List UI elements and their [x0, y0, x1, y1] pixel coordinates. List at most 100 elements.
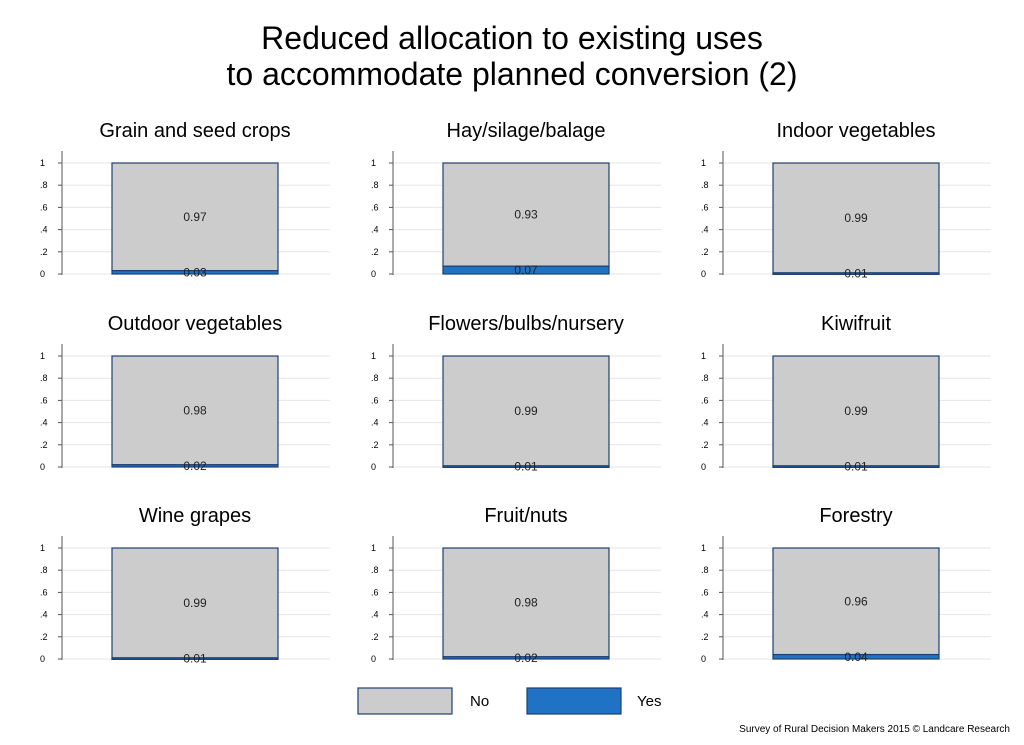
panel-9-bar-no [772, 547, 940, 656]
panel-1-title: Grain and seed crops [99, 120, 290, 142]
panel-1-bar-no [111, 162, 279, 272]
panel-3-bar-no [772, 162, 940, 274]
panel-1-tick-label: .6 [40, 202, 48, 212]
panel-8-tick-label: 0 [371, 654, 376, 664]
panel-9-tick-label: .6 [701, 587, 709, 597]
panel-3-tick-label: .6 [701, 202, 709, 212]
panel-1-tick-label: .4 [40, 225, 48, 235]
panel-1-tick-label: .8 [40, 180, 48, 190]
panel-9-tick-label: .2 [701, 632, 709, 642]
panel-7-label-yes: 0.01 [183, 651, 207, 665]
panel-6-tick-label: 1 [701, 351, 706, 361]
panel-9-label-yes: 0.04 [844, 650, 868, 664]
panel-8-label-yes: 0.02 [514, 651, 538, 665]
legend-swatch-yes [526, 687, 622, 715]
panel-8-bar-no [442, 547, 610, 658]
panel-5-tick-label: .6 [371, 395, 379, 405]
panel-4-label-no: 0.98 [183, 403, 207, 417]
panel-2-title: Hay/silage/balage [447, 120, 606, 142]
panel-9-tick-label: .8 [701, 565, 709, 575]
panel-5-tick-label: 0 [371, 462, 376, 472]
chart-title-line-1: Reduced allocation to existing uses [261, 20, 763, 56]
panel-5-bar-yes [442, 465, 610, 468]
panel-6-bar-no [772, 355, 940, 467]
panel-3-tick-label: .8 [701, 180, 709, 190]
panel-1-tick-label: 1 [40, 158, 45, 168]
panel-4-tick-label: 1 [40, 351, 45, 361]
panel-8-title: Fruit/nuts [484, 505, 567, 527]
panel-8-tick-label: 1 [371, 543, 376, 553]
panel-2-tick-label: .8 [371, 180, 379, 190]
panel-7-tick-label: 1 [40, 543, 45, 553]
panel-8-bar-yes [442, 656, 610, 660]
panel-8-tick-label: .6 [371, 587, 379, 597]
panel-4-tick-label: .8 [40, 373, 48, 383]
panel-9-title: Forestry [819, 505, 892, 527]
panel-1-bar-yes [111, 270, 279, 275]
panel-1-tick-label: 0 [40, 269, 45, 279]
panel-9-bar-yes [772, 653, 940, 660]
panel-7-label-no: 0.99 [183, 596, 207, 610]
panel-4-bar-no [111, 355, 279, 466]
panel-3-tick-label: 0 [701, 269, 706, 279]
panel-4-tick-label: .4 [40, 418, 48, 428]
panel-5-title: Flowers/bulbs/nursery [428, 313, 624, 335]
panel-2-bar-no [442, 162, 610, 267]
panel-9-label-no: 0.96 [844, 594, 868, 608]
panel-2-tick-label: .6 [371, 202, 379, 212]
panel-5-tick-label: .8 [371, 373, 379, 383]
panel-5-tick-label: 1 [371, 351, 376, 361]
panel-2-label-yes: 0.07 [514, 263, 538, 277]
panel-4-tick-label: .6 [40, 395, 48, 405]
panel-1-tick-label: .2 [40, 247, 48, 257]
panel-4-bar-yes [111, 464, 279, 468]
panel-9-tick-label: 1 [701, 543, 706, 553]
panel-6-tick-label: .8 [701, 373, 709, 383]
panel-5-tick-label: .4 [371, 418, 379, 428]
panel-2-tick-label: 0 [371, 269, 376, 279]
panel-2-tick-label: .2 [371, 247, 379, 257]
panel-7-title: Wine grapes [139, 505, 251, 527]
panel-3-bar-yes [772, 272, 940, 275]
panel-8-tick-label: .2 [371, 632, 379, 642]
panel-5-label-yes: 0.01 [514, 459, 538, 473]
panel-5-label-no: 0.99 [514, 404, 538, 418]
panel-1-label-yes: 0.03 [183, 265, 207, 279]
chart-title-line-2: to accommodate planned conversion (2) [226, 56, 798, 92]
panel-6-title: Kiwifruit [821, 313, 891, 335]
legend-label-yes: Yes [637, 693, 661, 710]
panel-3-tick-label: 1 [701, 158, 706, 168]
panel-3-label-yes: 0.01 [844, 266, 868, 280]
panel-7-bar-yes [111, 657, 279, 660]
panel-6-tick-label: .6 [701, 395, 709, 405]
panel-3-title: Indoor vegetables [776, 120, 935, 142]
panel-7-bar-no [111, 547, 279, 659]
panel-2-bar-yes [442, 265, 610, 275]
panel-4-tick-label: .2 [40, 440, 48, 450]
panel-4-label-yes: 0.02 [183, 459, 207, 473]
panel-7-tick-label: .8 [40, 565, 48, 575]
panel-4-tick-label: 0 [40, 462, 45, 472]
panel-6-label-no: 0.99 [844, 404, 868, 418]
panel-6-label-yes: 0.01 [844, 459, 868, 473]
panel-2-tick-label: 1 [371, 158, 376, 168]
panel-3-label-no: 0.99 [844, 211, 868, 225]
panel-3-tick-label: .2 [701, 247, 709, 257]
panel-2-label-no: 0.93 [514, 208, 538, 222]
legend-swatch-no [357, 687, 453, 715]
panel-9-tick-label: 0 [701, 654, 706, 664]
panel-7-tick-label: .6 [40, 587, 48, 597]
chart-title: Reduced allocation to existing uses to a… [0, 20, 1024, 92]
panel-3-tick-label: .4 [701, 225, 709, 235]
panel-7-tick-label: .4 [40, 610, 48, 620]
panel-8-tick-label: .4 [371, 610, 379, 620]
panel-9-tick-label: .4 [701, 610, 709, 620]
footer-credit: Survey of Rural Decision Makers 2015 © L… [739, 724, 1010, 735]
panel-6-tick-label: 0 [701, 462, 706, 472]
panel-7-tick-label: .2 [40, 632, 48, 642]
panel-7-tick-label: 0 [40, 654, 45, 664]
panel-4-title: Outdoor vegetables [108, 313, 283, 335]
panel-1-label-no: 0.97 [183, 210, 207, 224]
panel-8-label-no: 0.98 [514, 595, 538, 609]
